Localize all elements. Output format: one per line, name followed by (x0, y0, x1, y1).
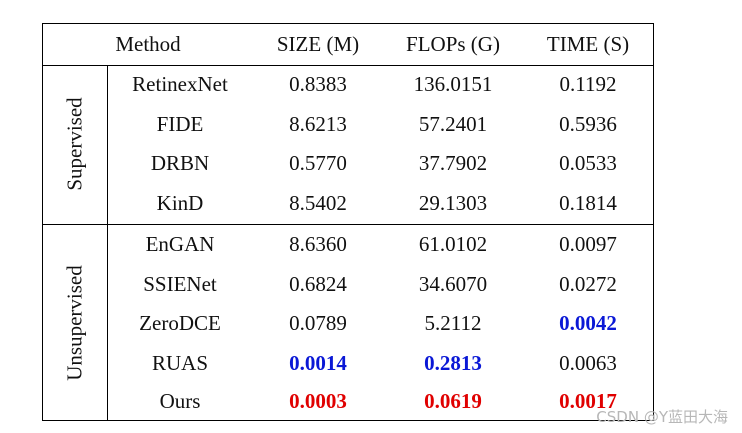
table-row: FIDE 8.6213 57.2401 0.5936 (43, 105, 653, 145)
flops-cell-second-best: 0.2813 (424, 350, 482, 375)
table-row: SSIENet 0.6824 34.6070 0.0272 (43, 265, 653, 305)
flops-cell: 57.2401 (418, 111, 488, 136)
method-cell: SSIENet (143, 271, 217, 296)
table-header: Method SIZE (M) FLOPs (G) TIME (S) (43, 24, 653, 66)
comparison-table: Method SIZE (M) FLOPs (G) TIME (S) Super… (42, 23, 654, 421)
size-cell-best: 0.0003 (289, 389, 347, 413)
method-cell: ZeroDCE (139, 311, 221, 336)
time-cell: 0.0063 (559, 350, 617, 375)
method-cell: FIDE (156, 111, 204, 136)
method-cell: EnGAN (145, 232, 215, 257)
group-divider-line (107, 65, 108, 420)
csdn-watermark: CSDN @Y蓝田大海 (596, 408, 728, 426)
table-row: DRBN 0.5770 37.7902 0.0533 (43, 144, 653, 184)
time-cell-second-best: 0.0042 (559, 311, 617, 336)
group-separator (43, 224, 653, 225)
header-size: SIZE (M) (276, 32, 360, 56)
table-row: ZeroDCE 0.0789 5.2112 0.0042 (43, 304, 653, 344)
time-cell: 0.1192 (559, 72, 617, 97)
method-cell: KinD (156, 190, 204, 215)
flops-cell: 5.2112 (424, 311, 482, 336)
flops-cell: 136.0151 (413, 72, 493, 97)
table-row: KinD 8.5402 29.1303 0.1814 (43, 184, 653, 224)
time-cell: 0.0272 (559, 271, 617, 296)
size-cell: 0.5770 (289, 151, 347, 176)
flops-cell: 61.0102 (418, 232, 488, 257)
header-time: TIME (S) (546, 32, 630, 56)
table-row: RetinexNet 0.8383 136.0151 0.1192 (43, 65, 653, 105)
flops-cell: 37.7902 (418, 151, 488, 176)
time-cell: 0.1814 (559, 190, 617, 215)
table-row: EnGAN 8.6360 61.0102 0.0097 (43, 225, 653, 265)
table-row: RUAS 0.0014 0.2813 0.0063 (43, 344, 653, 384)
header-flops: FLOPs (G) (406, 32, 500, 56)
method-cell: RetinexNet (132, 72, 228, 97)
table-row: Ours 0.0003 0.0619 0.0017 (43, 383, 653, 423)
method-cell: Ours (159, 389, 201, 413)
time-cell: 0.0097 (559, 232, 617, 257)
size-cell-second-best: 0.0014 (289, 350, 347, 375)
flops-cell: 34.6070 (418, 271, 488, 296)
size-cell: 8.6213 (289, 111, 347, 136)
time-cell: 0.5936 (559, 111, 617, 136)
header-method: Method (115, 32, 181, 56)
size-cell: 8.6360 (289, 232, 347, 257)
time-cell-best: 0.0017 (559, 389, 617, 413)
flops-cell-best: 0.0619 (424, 389, 482, 413)
flops-cell: 29.1303 (418, 190, 488, 215)
method-cell: RUAS (151, 350, 209, 375)
size-cell: 0.0789 (289, 311, 347, 336)
method-cell: DRBN (150, 151, 210, 176)
size-cell: 0.6824 (289, 271, 347, 296)
size-cell: 0.8383 (289, 72, 347, 97)
size-cell: 8.5402 (289, 190, 347, 215)
time-cell: 0.0533 (559, 151, 617, 176)
